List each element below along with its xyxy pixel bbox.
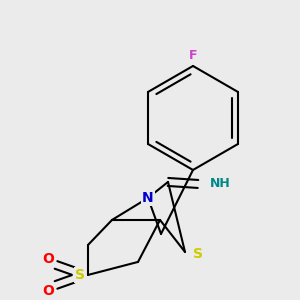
Text: N: N	[142, 191, 154, 205]
Text: S: S	[75, 268, 85, 282]
Text: NH: NH	[210, 178, 231, 190]
Text: F: F	[189, 50, 197, 62]
Text: O: O	[42, 252, 54, 266]
Text: S: S	[193, 247, 203, 261]
Text: O: O	[42, 284, 54, 298]
